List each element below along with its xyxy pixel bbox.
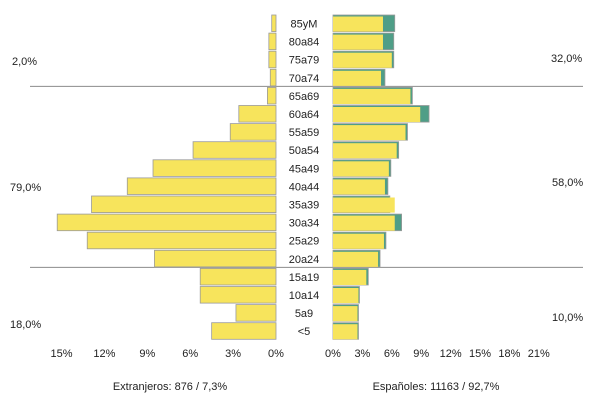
left-bar-35a39 [91,195,277,214]
right-bar-15a19 [333,269,367,285]
left-bar-20a24 [154,249,277,268]
age-label-80a84: 80a84 [289,37,320,49]
left-tick-6: 6% [182,348,198,360]
left-bar-70a74 [269,68,277,87]
left-tick-0: 0% [268,348,284,360]
right-bar-40a44 [333,179,385,195]
right-bar-20a24 [333,251,379,267]
left-group-pct-adult: 79,0% [10,182,41,194]
left-bar-80a84 [268,32,277,51]
age-label-25a29: 25a29 [289,236,320,248]
right-axis-ticks: 0% 3% 6% 9% 12% 15% 18% 21% [325,348,550,360]
espanoles-bars [332,14,430,340]
age-label-15a19: 15a19 [289,272,320,284]
left-bar-10a14 [199,286,277,304]
right-bar-60a64 [333,107,421,123]
right-bar-85yM [333,16,383,32]
age-label-<5: <5 [298,326,311,338]
left-axis-ticks: 15% 12% 9% 6% 3% 0% [50,348,284,360]
left-bar-<5 [211,322,277,340]
right-tick-21: 21% [528,348,550,360]
right-group-pct-young: 10,0% [552,312,583,324]
age-label-50a54: 50a54 [289,145,320,157]
left-tick-15: 15% [50,348,72,360]
right-tick-12: 12% [440,348,462,360]
left-bar-85yM [271,14,277,33]
age-label-40a44: 40a44 [289,181,320,193]
age-label-60a64: 60a64 [289,109,320,121]
age-label-65a69: 65a69 [289,91,320,103]
age-label-85yM: 85yM [291,19,318,31]
left-bar-75a79 [268,50,277,69]
right-bar-30a34 [333,215,395,231]
left-bar-30a34 [56,213,277,232]
right-bar-35a39 [333,197,395,213]
extranjeros-bars [56,14,277,340]
left-bar-55a59 [229,123,277,141]
left-bar-5a9 [235,304,277,322]
age-label-55a59: 55a59 [289,127,320,139]
right-group-pct-old: 32,0% [551,53,582,65]
right-bar-10a14 [333,288,359,304]
right-bar-45a49 [333,161,389,177]
right-bar-5a9 [333,306,358,322]
left-series-label: Extranjeros: 876 / 7,3% [113,381,228,393]
age-label-5a9: 5a9 [295,308,313,320]
age-label-10a14: 10a14 [289,290,320,302]
left-group-pct-young: 18,0% [10,319,41,331]
right-bar-75a79 [333,52,392,68]
right-tick-3: 3% [354,348,370,360]
right-bar-<5 [333,324,358,340]
age-label-30a34: 30a34 [289,218,320,230]
left-bar-60a64 [238,105,277,123]
left-bar-65a69 [267,87,277,105]
right-tick-18: 18% [498,348,520,360]
right-bar-70a74 [333,70,382,86]
age-category-labels: <5 5a9 10a14 15a19 20a24 25a29 30a34 35a39 40a44… [289,19,320,339]
right-bar-55a59 [333,125,406,141]
left-bar-25a29 [86,231,277,250]
right-tick-9: 9% [413,348,429,360]
right-bar-65a69 [333,88,411,104]
right-tick-6: 6% [384,348,400,360]
right-bar-25a29 [333,233,384,249]
age-label-75a79: 75a79 [289,55,320,67]
right-tick-15: 15% [469,348,491,360]
right-bar-80a84 [333,34,383,50]
left-tick-12: 12% [93,348,115,360]
left-bar-15a19 [199,267,277,286]
right-series-label: Españoles: 11163 / 92,7% [373,381,500,393]
age-group-separators [30,85,583,268]
left-tick-9: 9% [139,348,155,360]
left-tick-3: 3% [225,348,241,360]
left-bar-45a49 [152,159,277,177]
right-bar-50a54 [333,143,397,159]
right-tick-0: 0% [325,348,341,360]
age-label-70a74: 70a74 [289,73,320,85]
age-label-35a39: 35a39 [289,200,320,212]
age-label-45a49: 45a49 [289,163,320,175]
right-group-pct-adult: 58,0% [552,177,583,189]
left-group-pct-old: 2,0% [12,56,37,68]
left-bar-40a44 [126,177,277,195]
left-bar-50a54 [192,141,277,159]
age-label-20a24: 20a24 [289,254,320,266]
